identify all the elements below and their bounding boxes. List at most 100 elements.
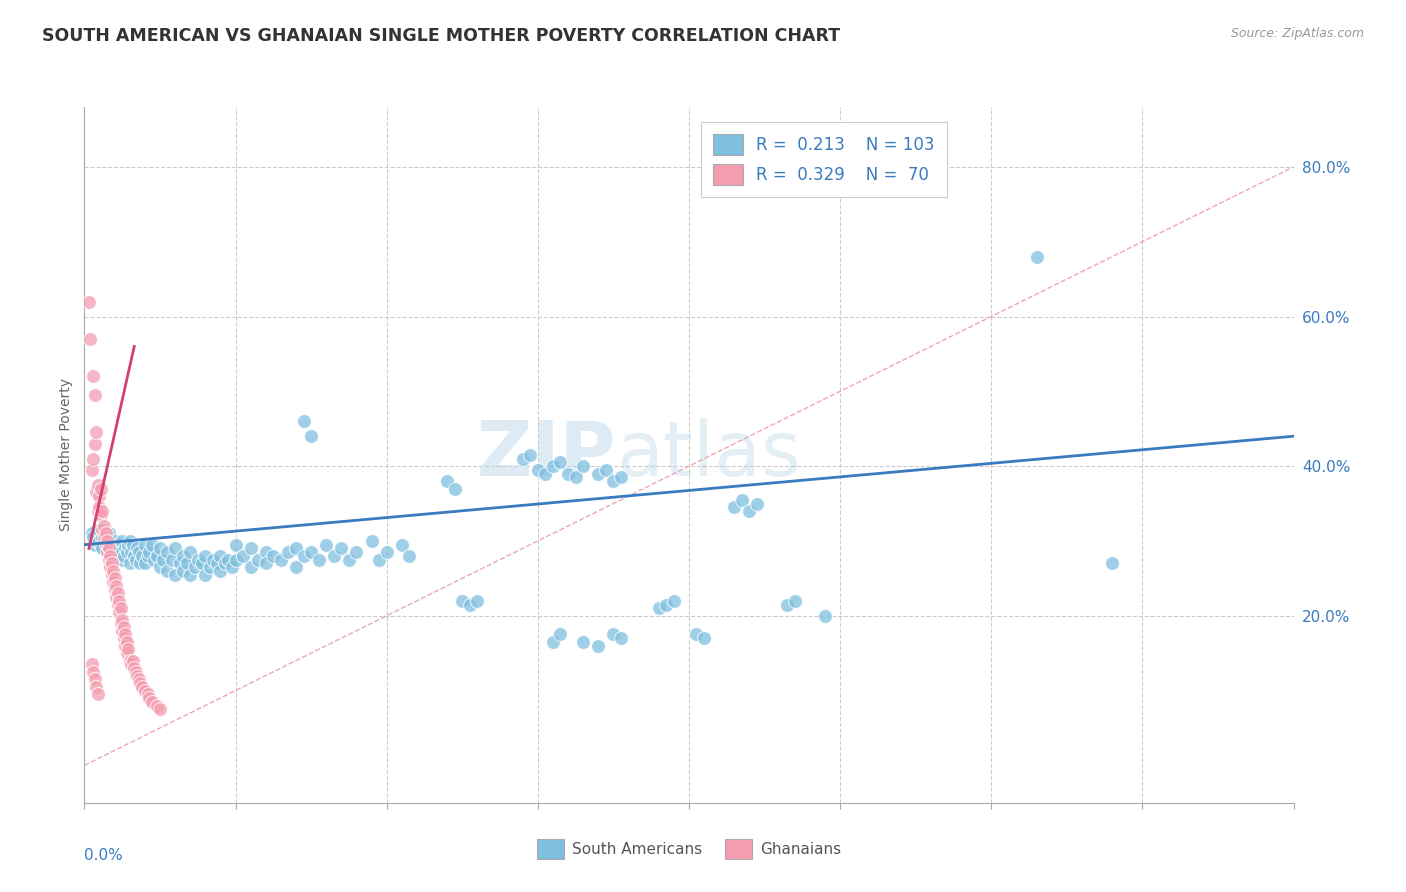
- Point: [731, 492, 754, 507]
- Point: [588, 467, 610, 481]
- Point: [80, 463, 103, 477]
- Point: [89, 523, 111, 537]
- Point: [107, 586, 129, 600]
- Point: [163, 541, 186, 556]
- Point: [179, 567, 201, 582]
- Point: [115, 545, 138, 559]
- Point: [111, 624, 134, 638]
- Point: [107, 538, 129, 552]
- Point: [94, 538, 117, 552]
- Point: [121, 538, 143, 552]
- Point: [221, 560, 243, 574]
- Point: [87, 526, 110, 541]
- Point: [550, 627, 572, 641]
- Point: [108, 605, 131, 619]
- Point: [610, 631, 633, 645]
- Point: [89, 489, 111, 503]
- Point: [239, 541, 262, 556]
- Point: [134, 557, 156, 571]
- Point: [270, 552, 292, 566]
- Point: [187, 552, 209, 566]
- Point: [105, 590, 128, 604]
- Y-axis label: Single Mother Poverty: Single Mother Poverty: [59, 378, 73, 532]
- Point: [128, 673, 150, 687]
- Point: [118, 654, 141, 668]
- Point: [101, 549, 124, 563]
- Point: [149, 560, 172, 574]
- Point: [101, 575, 124, 590]
- Point: [254, 557, 277, 571]
- Point: [90, 508, 112, 522]
- Point: [108, 594, 131, 608]
- Point: [595, 463, 617, 477]
- Point: [96, 530, 118, 544]
- Point: [160, 552, 183, 566]
- Point: [94, 526, 117, 541]
- Point: [209, 564, 232, 578]
- Point: [191, 557, 214, 571]
- Point: [86, 680, 108, 694]
- Point: [80, 657, 103, 672]
- Point: [104, 533, 127, 548]
- Point: [512, 451, 534, 466]
- Point: [89, 533, 111, 548]
- Text: Source: ZipAtlas.com: Source: ZipAtlas.com: [1230, 27, 1364, 40]
- Point: [142, 552, 165, 566]
- Point: [105, 545, 128, 559]
- Point: [93, 519, 115, 533]
- Text: 0.0%: 0.0%: [84, 848, 124, 863]
- Point: [299, 429, 322, 443]
- Point: [110, 601, 132, 615]
- Point: [156, 564, 179, 578]
- Point: [1101, 557, 1123, 571]
- Point: [467, 594, 489, 608]
- Point: [172, 564, 194, 578]
- Point: [588, 639, 610, 653]
- Point: [723, 500, 745, 515]
- Point: [217, 552, 239, 566]
- Point: [172, 549, 194, 563]
- Text: ZIP: ZIP: [477, 418, 616, 491]
- Point: [232, 549, 254, 563]
- Point: [122, 661, 145, 675]
- Point: [451, 594, 474, 608]
- Point: [129, 676, 152, 690]
- Point: [136, 687, 159, 701]
- Point: [564, 470, 586, 484]
- Point: [89, 500, 111, 515]
- Point: [610, 470, 633, 484]
- Text: atlas: atlas: [616, 418, 801, 491]
- Point: [97, 552, 120, 566]
- Point: [239, 560, 262, 574]
- Point: [225, 538, 247, 552]
- Point: [308, 552, 330, 566]
- Point: [86, 425, 108, 440]
- Point: [436, 474, 458, 488]
- Point: [80, 526, 103, 541]
- Point: [114, 639, 136, 653]
- Point: [458, 598, 481, 612]
- Point: [136, 549, 159, 563]
- Point: [214, 557, 236, 571]
- Point: [108, 541, 131, 556]
- Point: [602, 627, 624, 641]
- Point: [254, 545, 277, 559]
- Point: [519, 448, 541, 462]
- Point: [114, 627, 136, 641]
- Point: [118, 557, 141, 571]
- Point: [79, 332, 101, 346]
- Point: [149, 702, 172, 716]
- Point: [141, 695, 163, 709]
- Point: [315, 538, 337, 552]
- Point: [94, 533, 117, 548]
- Point: [201, 552, 224, 566]
- Point: [96, 533, 118, 548]
- Point: [1025, 250, 1047, 264]
- Point: [115, 635, 138, 649]
- Point: [169, 557, 191, 571]
- Point: [398, 549, 420, 563]
- Point: [207, 557, 229, 571]
- Point: [783, 594, 806, 608]
- Point: [98, 549, 121, 563]
- Point: [77, 294, 100, 309]
